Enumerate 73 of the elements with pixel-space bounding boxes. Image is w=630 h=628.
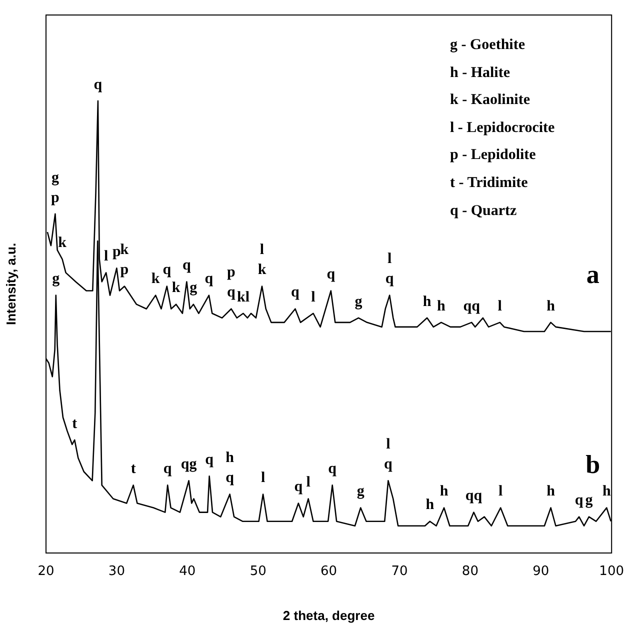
annotation: k - Kaolinite — [450, 91, 532, 110]
annotation: l — [311, 289, 316, 306]
annotation: h — [437, 298, 446, 314]
annotation: g — [585, 492, 594, 509]
x-tick-label: 60 — [320, 564, 338, 580]
annotation: q — [94, 76, 103, 93]
annotation: l — [104, 248, 108, 265]
annotation: k — [172, 280, 181, 296]
annotation: l — [260, 470, 266, 486]
x-tick-label: 100 — [599, 564, 624, 580]
annotation: qq — [463, 298, 481, 314]
x-tick-label: 90 — [532, 564, 550, 580]
annotation: q — [227, 284, 236, 301]
annotation: h — [440, 484, 449, 500]
annotation: q — [574, 492, 584, 509]
annotation: q — [328, 461, 338, 478]
annotation: kl — [236, 289, 250, 306]
annotation: t — [72, 416, 78, 432]
annotation: q — [326, 266, 336, 283]
text: h - Halite — [450, 64, 511, 83]
annotation: qq — [465, 488, 483, 504]
annotation: qg — [180, 456, 198, 473]
y-axis-title: Intensity, a.u. — [3, 242, 18, 326]
annotation: l — [386, 436, 390, 453]
annotation: g — [190, 280, 198, 296]
annotation: q — [385, 271, 394, 288]
annotation: l - Lepidocrocite — [450, 118, 555, 138]
x-tick-label: 40 — [179, 564, 196, 580]
annotation: p — [120, 262, 129, 278]
annotation: q — [294, 479, 304, 496]
x-tick-label: 20 — [38, 564, 54, 580]
x-tick-label: 50 — [250, 564, 266, 580]
series-label: a — [586, 260, 600, 290]
annotation: p — [112, 244, 121, 260]
annotation: h — [422, 294, 432, 310]
annotation: t — [130, 461, 136, 478]
annotation: q — [291, 284, 300, 301]
annotation: h — [546, 484, 556, 500]
annotation: q — [182, 258, 192, 274]
annotation: l — [498, 484, 503, 500]
x-axis-title: 2 theta, degree — [282, 608, 375, 623]
x-tick-label: 70 — [391, 564, 408, 580]
x-tick-label: 80 — [462, 564, 478, 580]
annotation: h — [226, 450, 235, 466]
annotation: k — [58, 235, 68, 252]
annotation: q — [163, 461, 172, 478]
annotation: k — [258, 262, 267, 278]
x-tick-label: 30 — [108, 564, 125, 580]
annotation: l — [388, 251, 392, 268]
annotation: h — [426, 497, 435, 514]
annotation: q — [204, 271, 214, 288]
annotation: p — [51, 190, 60, 206]
annotation: k — [120, 242, 130, 258]
annotation: q — [162, 262, 172, 278]
annotation: g — [51, 170, 60, 186]
annotation: q — [384, 456, 394, 473]
annotation: p — [227, 264, 236, 281]
annotation: p - Lepidolite — [450, 146, 537, 166]
annotation: k — [151, 271, 160, 288]
annotation: q - Quartz — [450, 202, 518, 221]
series-label: b — [586, 450, 600, 480]
annotation: g — [356, 484, 365, 500]
annotation: q — [226, 470, 235, 486]
annotation: g — [354, 294, 363, 310]
annotation: l — [306, 474, 310, 491]
text: g - Goethite — [450, 36, 526, 55]
annotation: g — [52, 271, 60, 288]
annotation: l — [260, 242, 264, 258]
annotation: q — [205, 452, 214, 468]
annotation: h — [546, 298, 556, 314]
annotation: l — [498, 298, 502, 314]
annotation: h — [602, 484, 612, 500]
annotation: t - Tridimite — [450, 174, 529, 193]
